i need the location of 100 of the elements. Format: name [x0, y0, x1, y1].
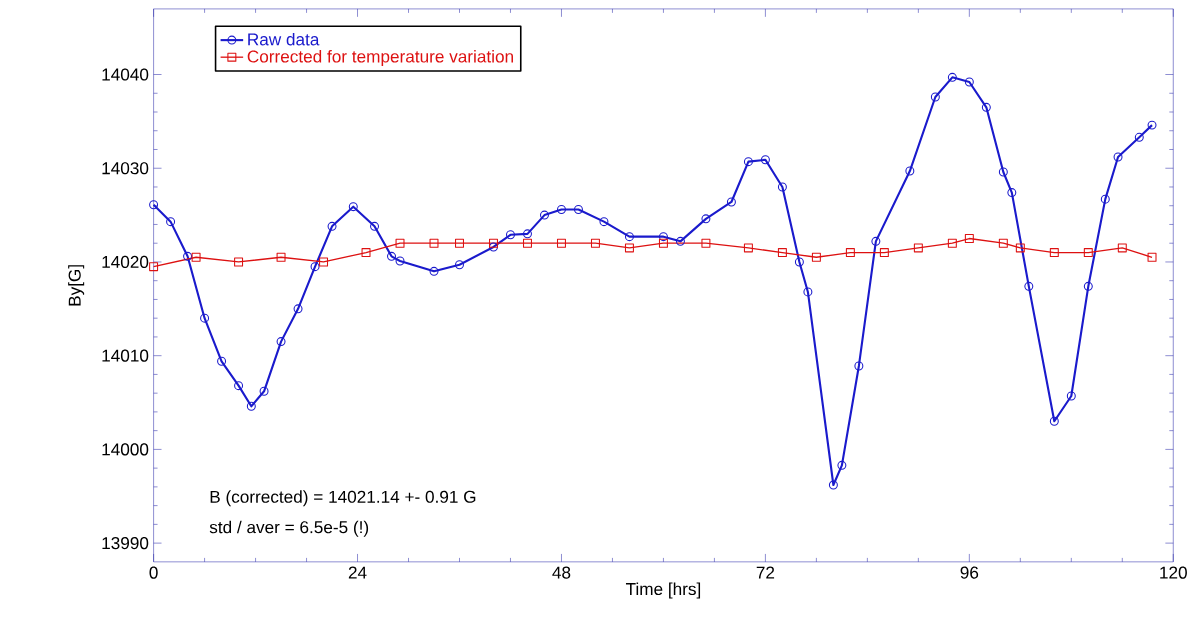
- point: [854, 361, 864, 371]
- point: [556, 204, 566, 214]
- point: [1134, 132, 1144, 142]
- point: [217, 356, 227, 366]
- x-tick-label: 96: [960, 566, 979, 579]
- point: [590, 238, 600, 248]
- point: [981, 102, 991, 112]
- point: [998, 238, 1008, 248]
- point: [319, 257, 329, 267]
- point: [1049, 416, 1059, 426]
- point: [522, 238, 532, 248]
- point: [455, 238, 464, 248]
- point: [1113, 152, 1123, 162]
- point: [701, 238, 711, 248]
- point: [828, 480, 838, 490]
- point: [947, 72, 957, 82]
- y-tick-label: 13990: [102, 536, 149, 550]
- point: [743, 243, 753, 253]
- y-tick-label: 14010: [102, 349, 149, 362]
- point: [803, 287, 813, 297]
- point: [624, 232, 634, 242]
- x-tick-label: 120: [1160, 566, 1187, 579]
- y-tick-label: 14040: [102, 68, 149, 81]
- point: [845, 248, 855, 257]
- point: [259, 386, 269, 396]
- point: [1007, 188, 1017, 197]
- point: [1147, 252, 1157, 262]
- point: [361, 248, 371, 257]
- point: [871, 236, 881, 246]
- point: [293, 304, 303, 314]
- point: [191, 252, 201, 262]
- point: [624, 243, 634, 253]
- point: [149, 200, 159, 210]
- point: [489, 238, 498, 248]
- x-tick-label: 0: [149, 566, 158, 579]
- point: [1083, 248, 1093, 257]
- point: [166, 217, 176, 227]
- point: [183, 251, 193, 261]
- point: [539, 210, 549, 220]
- point: [489, 242, 498, 252]
- point: [913, 243, 923, 253]
- point: [429, 266, 439, 276]
- point: [276, 337, 286, 347]
- point: [234, 257, 244, 267]
- point: [556, 238, 566, 248]
- legend-label: Raw data: [248, 32, 320, 46]
- point: [777, 248, 787, 257]
- x-axis-title: Time [hrs]: [625, 582, 701, 599]
- point: [777, 182, 787, 192]
- legend-label: Corrected for temperature variation: [247, 49, 513, 66]
- point: [930, 92, 940, 102]
- point: [658, 238, 668, 248]
- point: [573, 204, 583, 214]
- point: [701, 214, 711, 224]
- point: [327, 221, 337, 231]
- point: [964, 77, 974, 87]
- point: [1024, 281, 1034, 291]
- x-tick-label: 24: [348, 566, 367, 579]
- point: [395, 256, 405, 266]
- point: [599, 217, 609, 227]
- point: [1147, 120, 1157, 130]
- point: [505, 230, 515, 240]
- y-axis-title: By[G]: [68, 265, 85, 306]
- point: [348, 202, 358, 212]
- point: [1015, 243, 1025, 253]
- point: [395, 238, 405, 248]
- point: [1066, 391, 1076, 401]
- point: [998, 167, 1008, 177]
- point: [370, 221, 380, 231]
- annotation: B (corrected) = 14021.14 +- 0.91 G: [210, 490, 476, 507]
- point: [522, 229, 532, 239]
- annotation: std / aver = 6.5e-5 (!): [209, 520, 369, 537]
- y-tick-label: 14020: [102, 255, 149, 268]
- point: [387, 251, 397, 261]
- point: [149, 262, 159, 272]
- x-tick-label: 72: [756, 566, 775, 579]
- point: [675, 236, 685, 246]
- point: [234, 381, 244, 391]
- point: [658, 232, 668, 242]
- point: [964, 233, 974, 243]
- point: [200, 313, 210, 323]
- point: [1117, 243, 1127, 253]
- point: [879, 248, 889, 257]
- point: [726, 197, 736, 207]
- point: [455, 260, 464, 270]
- y-tick-label: 14030: [102, 162, 149, 175]
- point: [837, 460, 847, 470]
- point: [1100, 194, 1110, 204]
- point: [811, 252, 821, 262]
- point: [276, 252, 286, 262]
- point: [760, 155, 770, 165]
- point: [1083, 281, 1093, 291]
- point: [310, 262, 320, 272]
- point: [794, 257, 804, 267]
- point: [246, 401, 256, 411]
- x-tick-label: 48: [552, 566, 571, 579]
- point: [905, 166, 915, 176]
- point: [947, 238, 957, 248]
- point: [429, 238, 439, 248]
- point: [1049, 248, 1059, 257]
